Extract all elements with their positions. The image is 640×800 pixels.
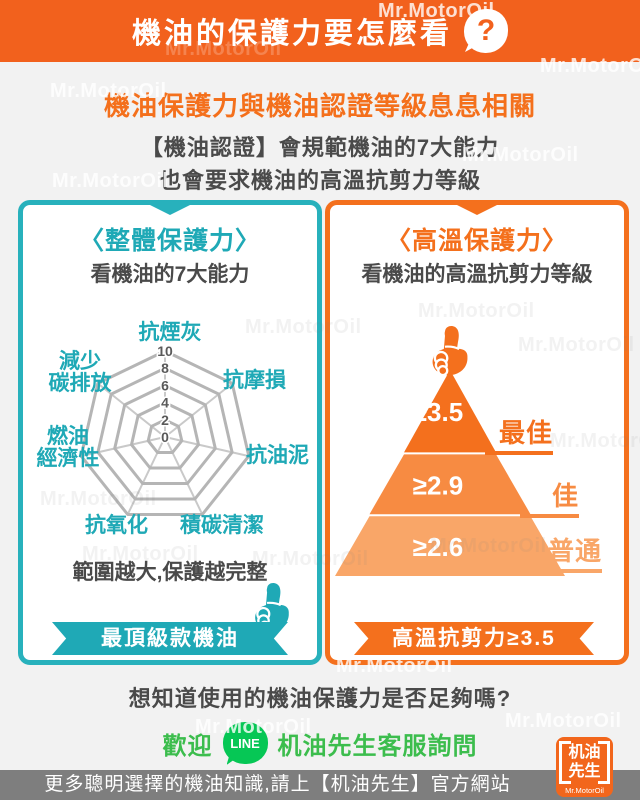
pyramid-level-label: 普通 xyxy=(540,537,603,573)
page-title: 機油的保護力要怎麼看 xyxy=(131,18,452,50)
line-app-icon: LINE xyxy=(222,722,268,764)
cta-question: 想知道使用的機油保護力是否足夠嗎? xyxy=(128,686,512,711)
footer-text: 更多聰明選擇的機油知識,請上【机油先生】官方網站 xyxy=(44,774,511,795)
panel-top-notch xyxy=(140,200,200,215)
pyramid-level-label: 佳 xyxy=(520,482,580,518)
logo-name: 机油 先生 xyxy=(556,743,613,781)
svg-text:8: 8 xyxy=(161,360,169,376)
logo-subname: Mr.MotorOil xyxy=(565,786,604,795)
panel-top-notch xyxy=(447,200,507,215)
cta-contact: 机油先生客服詢問 xyxy=(277,732,478,760)
brand-logo: 机油 先生 Mr.MotorOil xyxy=(556,737,613,797)
high-temp-protection-panel: 〈高溫保護力〉 看機油的高溫抗剪力等級 ≥3.5 ≥2.9 ≥2.6 最佳 佳 普通… xyxy=(325,200,629,665)
right-panel-subtitle: 看機油的高溫抗剪力等級 xyxy=(361,263,593,286)
radar-axis-label: 抗摩損 xyxy=(223,369,286,392)
svg-text:6: 6 xyxy=(161,377,169,393)
radar-axis-label: 積碳清潔 xyxy=(180,514,264,537)
intro-line-1: 【機油認證】會規範機油的7大能力 xyxy=(140,135,500,160)
radar-axis-label: 抗氧化 xyxy=(85,514,148,537)
pyramid-level-label: 最佳 xyxy=(485,419,554,455)
right-ribbon: 高溫抗剪力≥3.5 xyxy=(354,622,594,655)
svg-text:≥2.9: ≥2.9 xyxy=(413,470,463,500)
right-panel-title: 〈高溫保護力〉 xyxy=(385,227,568,255)
svg-text:≥2.6: ≥2.6 xyxy=(413,532,463,562)
logo-name-line1: 机油 xyxy=(568,744,601,761)
logo-name-line2: 先生 xyxy=(568,763,601,781)
question-glyph: ? xyxy=(476,14,496,47)
intro-headline: 機油保護力與機油認證等級息息相關 xyxy=(103,91,536,121)
line-label: LINE xyxy=(230,735,260,751)
question-mark-icon: ? xyxy=(464,9,508,53)
svg-text:0: 0 xyxy=(161,429,169,445)
radar-axis-label: 抗油泥 xyxy=(246,444,309,467)
header-bar: 機油的保護力要怎麼看 ? xyxy=(0,0,640,62)
footer-bar: 更多聰明選擇的機油知識,請上【机油先生】官方網站 xyxy=(0,770,640,800)
svg-text:10: 10 xyxy=(157,343,173,359)
logo-left-bracket xyxy=(559,741,571,784)
thumbs-up-icon xyxy=(432,326,468,377)
logo-right-bracket xyxy=(598,741,610,784)
left-panel-subtitle: 看機油的7大能力 xyxy=(90,263,250,286)
overall-protection-panel: 〈整體保護力〉 看機油的7大能力 10 8 6 4 2 0 抗煙灰 抗摩損 抗油泥 積碳清… xyxy=(18,200,322,665)
left-panel-title: 〈整體保護力〉 xyxy=(78,227,261,255)
pyramid-chart: ≥3.5 ≥2.9 ≥2.6 xyxy=(335,370,565,576)
radar-axis-label: 減少 碳排放 xyxy=(48,350,112,396)
cta-welcome: 歡迎 xyxy=(162,732,213,760)
radar-axis-label: 抗煙灰 xyxy=(138,321,202,344)
left-ribbon: 最頂級款機油 xyxy=(52,622,288,655)
svg-text:4: 4 xyxy=(161,395,169,411)
radar-note: 範圍越大,保護越完整 xyxy=(72,561,268,584)
svg-text:2: 2 xyxy=(161,412,169,428)
svg-text:≥3.5: ≥3.5 xyxy=(413,397,463,427)
intro-line-2: 也會要求機油的高溫抗剪力等級 xyxy=(158,168,481,193)
cta-row: 歡迎 LINE 机油先生客服詢問 xyxy=(0,722,640,764)
radar-axis-label: 燃油 經濟性 xyxy=(36,425,100,471)
